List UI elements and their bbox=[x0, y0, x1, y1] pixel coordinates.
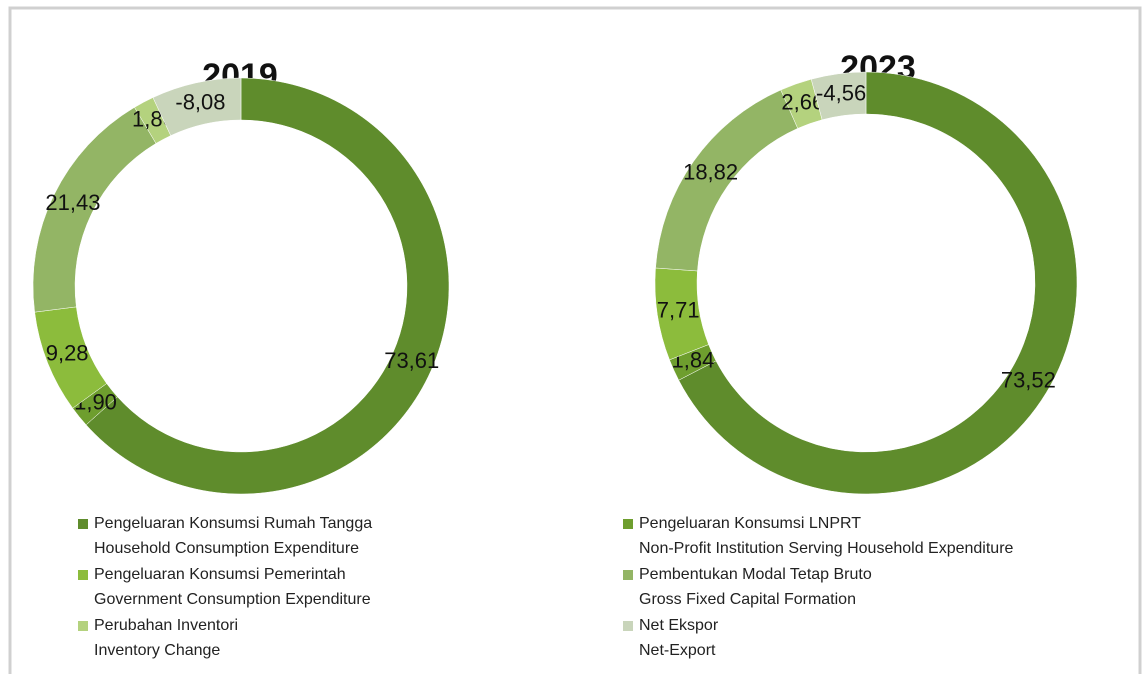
legend-label: Net Ekspor bbox=[639, 617, 719, 634]
legend-label-en: Net-Export bbox=[639, 642, 716, 659]
data-label: 73,52 bbox=[1001, 367, 1056, 392]
donut-slice bbox=[152, 77, 242, 136]
legend-swatch bbox=[623, 621, 633, 631]
legend-label-en: Government Consumption Expenditure bbox=[94, 591, 371, 608]
legend-swatch bbox=[623, 519, 633, 529]
donut-slice bbox=[678, 71, 1078, 495]
data-label: -4,56 bbox=[816, 80, 866, 105]
legend-swatch bbox=[78, 621, 88, 631]
legend-label-en: Gross Fixed Capital Formation bbox=[639, 591, 856, 608]
data-label: 18,82 bbox=[683, 159, 738, 184]
legend-label: Perubahan Inventori bbox=[94, 617, 238, 634]
legend-swatch bbox=[78, 519, 88, 529]
data-label: 9,28 bbox=[46, 341, 89, 366]
donut-slice bbox=[810, 71, 867, 121]
data-label: 21,43 bbox=[45, 190, 100, 215]
data-label: 7,71 bbox=[657, 297, 700, 322]
legend-swatch bbox=[623, 570, 633, 580]
frame bbox=[8, 6, 1142, 674]
legend-swatch bbox=[78, 570, 88, 580]
legend-label: Pengeluaran Konsumsi LNPRT bbox=[639, 515, 861, 532]
legend-label: Pengeluaran Konsumsi Rumah Tangga bbox=[94, 515, 372, 532]
donut-slice bbox=[85, 77, 450, 495]
legend-label: Pembentukan Modal Tetap Bruto bbox=[639, 566, 872, 583]
legend-label-en: Household Consumption Expenditure bbox=[94, 540, 359, 557]
data-label: -8,08 bbox=[175, 89, 225, 114]
legend-label: Pengeluaran Konsumsi Pemerintah bbox=[94, 566, 346, 583]
legend-label-en: Inventory Change bbox=[94, 642, 220, 659]
legend-label-en: Non-Profit Institution Serving Household… bbox=[639, 540, 1014, 557]
data-label: 73,61 bbox=[384, 348, 439, 373]
